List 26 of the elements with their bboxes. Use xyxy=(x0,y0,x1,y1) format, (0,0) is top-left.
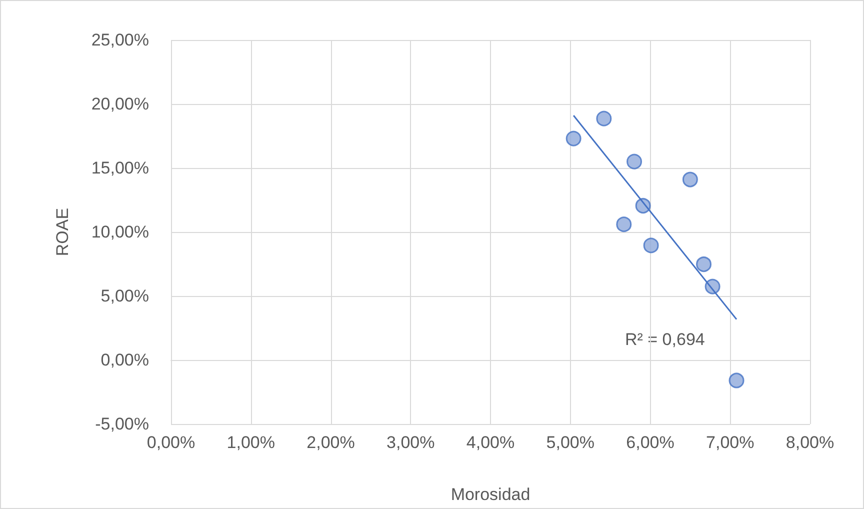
y-tick-label: 5,00% xyxy=(100,286,149,306)
x-tick-label: 8,00% xyxy=(786,433,834,452)
point xyxy=(682,172,698,188)
point xyxy=(728,372,744,388)
x-tick-label: 3,00% xyxy=(386,433,435,452)
y-tick-label: 25,00% xyxy=(91,30,149,50)
x-axis-title: Morosidad xyxy=(450,485,530,504)
y-tick-label: -5,00% xyxy=(95,414,149,434)
x-tick-label: 6,00% xyxy=(626,433,674,452)
x-tick-label: 1,00% xyxy=(226,433,275,452)
y-axis-title: ROAE xyxy=(53,208,72,256)
point xyxy=(566,130,582,146)
y-tick-label: 20,00% xyxy=(91,94,149,114)
point xyxy=(643,238,659,254)
x-tick-label: 2,00% xyxy=(306,433,355,452)
point xyxy=(626,154,642,170)
point xyxy=(696,256,712,272)
x-tick-label: 0,00% xyxy=(146,433,196,452)
x-tick-label: 7,00% xyxy=(706,433,754,452)
y-tick-label: 10,00% xyxy=(91,222,149,242)
x-tick-label: 5,00% xyxy=(546,433,594,452)
x-tick-label: 4,00% xyxy=(466,433,515,452)
y-tick-label: 15,00% xyxy=(91,158,149,178)
point xyxy=(596,110,612,126)
y-tick-label: 0,00% xyxy=(100,350,149,370)
point xyxy=(616,216,632,232)
